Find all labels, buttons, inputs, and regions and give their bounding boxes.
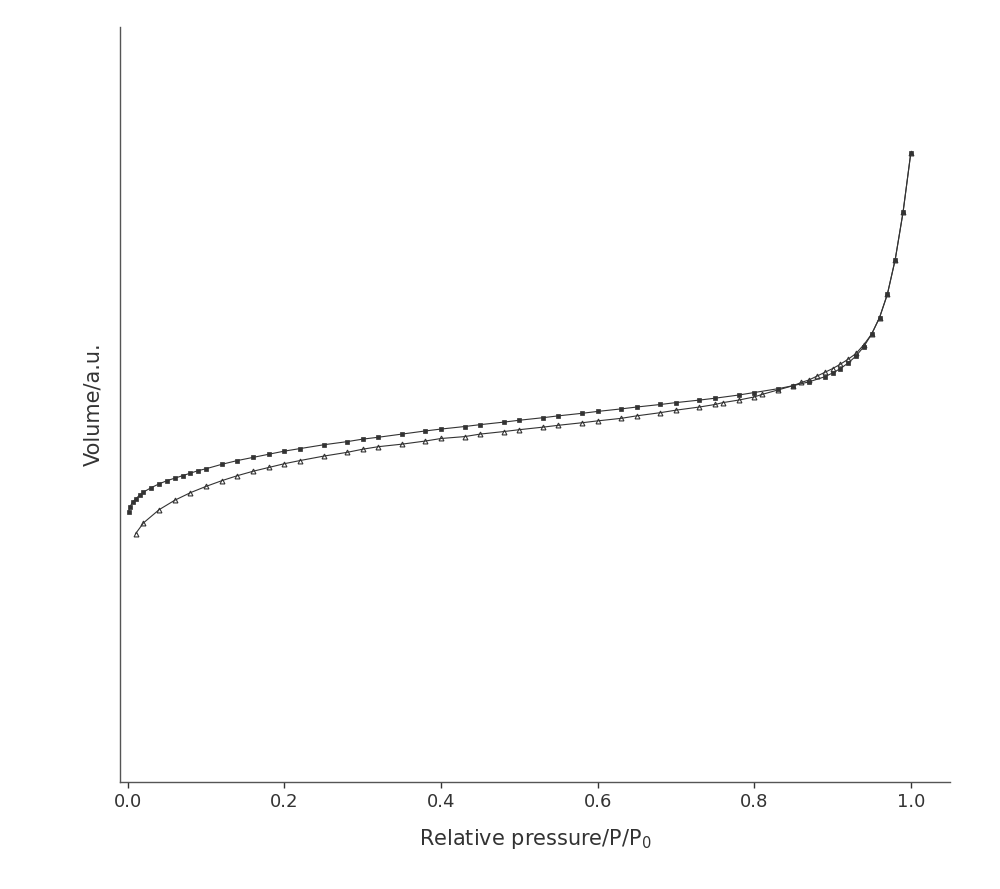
X-axis label: Relative pressure/P/P$_0$: Relative pressure/P/P$_0$ [419,828,651,852]
Y-axis label: Volume/a.u.: Volume/a.u. [83,342,103,467]
